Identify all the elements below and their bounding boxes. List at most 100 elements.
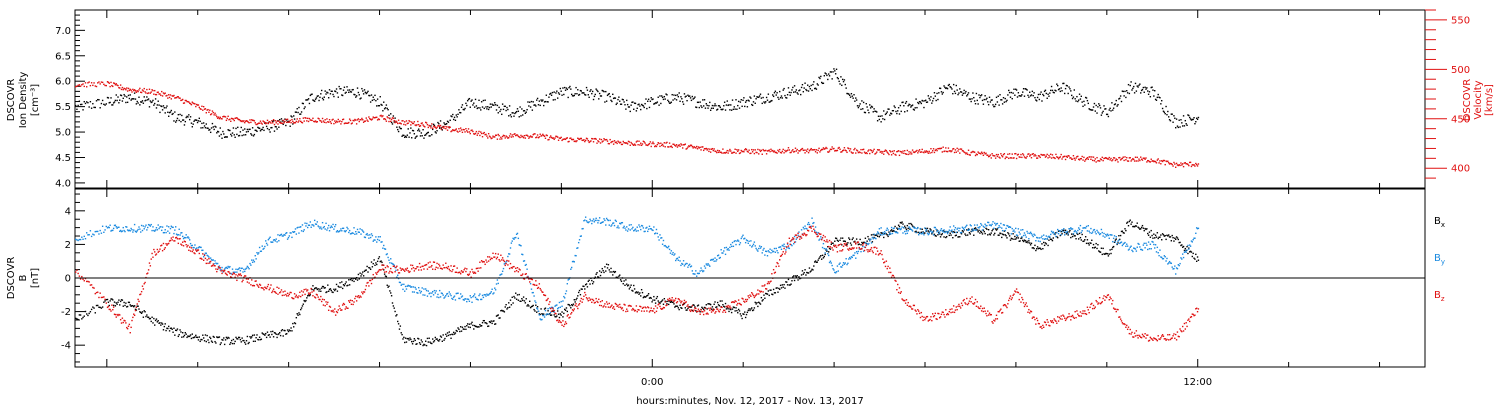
velocity-point bbox=[313, 120, 316, 123]
ion-density-point bbox=[306, 99, 308, 101]
bx-point bbox=[618, 275, 620, 277]
by-point bbox=[730, 245, 733, 248]
by-point bbox=[357, 231, 360, 233]
velocity-point bbox=[626, 143, 629, 145]
ion-density-point bbox=[355, 96, 357, 98]
ion-density-point bbox=[498, 106, 500, 109]
ion-density-point bbox=[281, 120, 284, 122]
bx-point bbox=[1154, 237, 1156, 239]
bx-point bbox=[349, 278, 352, 281]
by-point bbox=[168, 226, 170, 228]
velocity-point bbox=[309, 119, 312, 121]
bx-point bbox=[565, 307, 568, 309]
by-point bbox=[195, 248, 197, 250]
ion-density-point bbox=[160, 105, 162, 107]
bx-point bbox=[556, 310, 559, 312]
ion-density-point bbox=[211, 122, 214, 125]
velocity-point bbox=[428, 124, 430, 127]
bx-point bbox=[533, 308, 535, 311]
by-point bbox=[581, 228, 583, 230]
bx-point bbox=[452, 331, 455, 334]
velocity-point bbox=[341, 120, 343, 123]
bx-point bbox=[306, 297, 308, 299]
velocity-point bbox=[115, 83, 117, 85]
ion-density-point bbox=[111, 104, 113, 106]
ion-density-point bbox=[629, 110, 631, 113]
bx-point bbox=[474, 325, 477, 328]
ion-density-point bbox=[474, 98, 477, 101]
by-point bbox=[536, 308, 539, 310]
bx-point bbox=[435, 338, 437, 340]
ion-density-point bbox=[996, 101, 999, 103]
velocity-point bbox=[1169, 162, 1172, 165]
bx-point bbox=[1063, 229, 1065, 232]
ion-density-point bbox=[1140, 89, 1143, 92]
bx-point bbox=[644, 296, 646, 298]
ion-density-point bbox=[429, 135, 431, 137]
velocity-point bbox=[370, 119, 373, 121]
ion-density-point bbox=[101, 99, 104, 102]
ion-density-point bbox=[168, 111, 171, 114]
by-point bbox=[591, 220, 594, 222]
bx-point bbox=[911, 223, 913, 226]
velocity-point bbox=[961, 150, 964, 152]
ion-density-point bbox=[513, 115, 515, 117]
ion-density-point bbox=[342, 89, 345, 91]
velocity-point bbox=[832, 148, 834, 150]
ion-density-point bbox=[1018, 95, 1020, 97]
ion-density-point bbox=[856, 105, 859, 107]
velocity-point bbox=[423, 125, 425, 127]
by-point bbox=[963, 228, 965, 231]
ion-density-point bbox=[967, 92, 970, 94]
ion-density-point bbox=[1183, 125, 1186, 127]
velocity-point bbox=[406, 122, 409, 125]
bx-point bbox=[606, 267, 609, 269]
bx-point bbox=[478, 326, 480, 328]
bx-point bbox=[1188, 251, 1191, 253]
velocity-point bbox=[237, 118, 239, 120]
ion-density-point bbox=[258, 127, 261, 130]
velocity-point bbox=[918, 149, 921, 151]
velocity-point bbox=[176, 96, 179, 98]
bx-point bbox=[382, 264, 384, 266]
ion-density-point bbox=[287, 120, 290, 123]
ion-density-point bbox=[1025, 88, 1027, 90]
ion-density-point bbox=[570, 93, 573, 96]
bx-point bbox=[377, 257, 380, 260]
bx-point bbox=[209, 336, 211, 338]
bx-point bbox=[380, 260, 382, 262]
by-point bbox=[286, 232, 288, 234]
by-point bbox=[290, 232, 292, 234]
velocity-point bbox=[195, 103, 198, 106]
bx-point bbox=[110, 298, 112, 300]
bx-point bbox=[596, 272, 598, 274]
velocity-point bbox=[1011, 153, 1013, 155]
by-point bbox=[526, 268, 528, 270]
bx-point bbox=[97, 304, 99, 307]
velocity-point bbox=[256, 123, 258, 126]
ion-density-point bbox=[803, 87, 805, 89]
by-point bbox=[810, 225, 812, 227]
bx-point bbox=[1012, 233, 1014, 235]
bottom-left-tick-label: 0 bbox=[65, 274, 71, 285]
by-point bbox=[959, 232, 962, 234]
velocity-point bbox=[804, 152, 806, 154]
ion-density-point bbox=[94, 106, 96, 109]
by-point bbox=[122, 226, 124, 229]
ion-density-point bbox=[572, 95, 575, 97]
ion-density-point bbox=[681, 101, 684, 103]
velocity-point bbox=[1138, 158, 1140, 160]
bx-point bbox=[393, 307, 395, 309]
ion-density-point bbox=[947, 84, 950, 87]
ion-density-point bbox=[573, 94, 576, 97]
bx-point bbox=[955, 234, 957, 236]
bx-point bbox=[994, 228, 997, 230]
ion-density-point bbox=[838, 80, 840, 83]
by-point bbox=[360, 233, 362, 235]
ion-density-point bbox=[583, 92, 585, 94]
by-point bbox=[444, 296, 446, 298]
by-point bbox=[184, 237, 187, 239]
velocity-point bbox=[1112, 157, 1115, 159]
velocity-point bbox=[999, 157, 1001, 159]
bx-point bbox=[1160, 234, 1162, 236]
